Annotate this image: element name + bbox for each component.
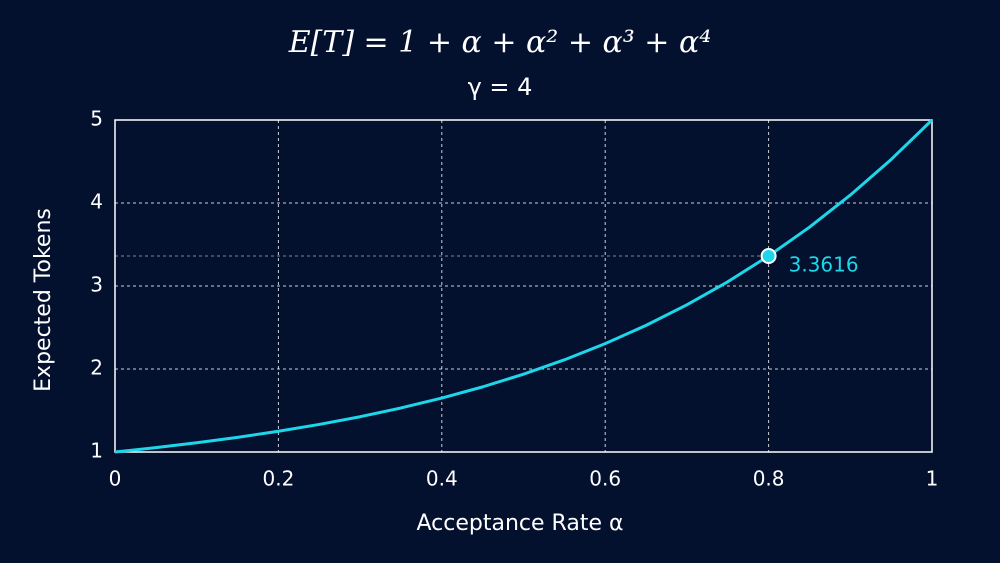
x-tick-label: 0 [109, 467, 122, 491]
x-tick-label: 1 [926, 467, 939, 491]
y-tick-label: 3 [90, 273, 103, 297]
y-tick-label: 1 [90, 439, 103, 463]
annotation-label: 3.3616 [789, 252, 859, 276]
annotation-point [760, 247, 777, 264]
x-tick-label: 0.2 [262, 467, 294, 491]
chart-subtitle: γ = 4 [468, 73, 533, 101]
y-tick-label: 2 [90, 356, 103, 380]
line-series [114, 118, 934, 454]
x-tick-label: 0.6 [589, 467, 621, 491]
x-axis-label: Acceptance Rate α [417, 511, 624, 536]
y-tick-label: 4 [90, 190, 103, 214]
y-tick-label: 5 [90, 107, 103, 131]
x-tick-label: 0.4 [426, 467, 458, 491]
y-axis-label: Expected Tokens [31, 208, 56, 392]
plot-frame [114, 119, 933, 453]
x-tick-label: 0.8 [753, 467, 785, 491]
chart-title: E[T] = 1 + α + α² + α³ + α⁴ [288, 25, 712, 60]
